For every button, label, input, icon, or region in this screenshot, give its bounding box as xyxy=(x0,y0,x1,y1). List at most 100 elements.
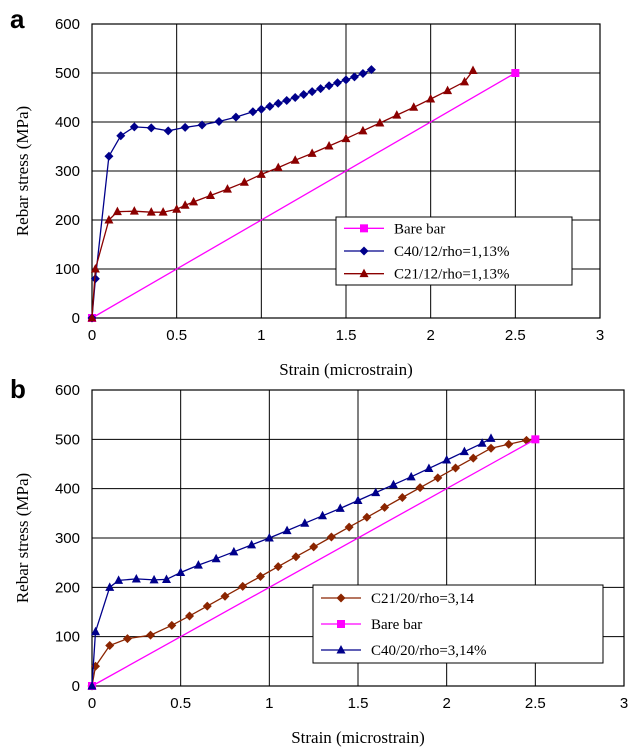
data-point xyxy=(105,641,115,651)
x-tick-label: 0.5 xyxy=(166,327,187,344)
data-point xyxy=(397,493,407,503)
data-point xyxy=(167,620,177,630)
data-point xyxy=(388,479,398,489)
data-point xyxy=(335,503,345,512)
y-tick-label: 400 xyxy=(55,114,80,131)
data-point xyxy=(358,125,368,135)
data-point xyxy=(185,611,195,621)
data-point xyxy=(116,131,126,141)
data-point xyxy=(344,522,354,532)
data-point xyxy=(424,463,434,472)
y-tick-label: 300 xyxy=(55,530,80,547)
y-tick-label: 200 xyxy=(55,212,80,229)
data-point xyxy=(256,169,266,178)
data-point xyxy=(129,206,139,215)
y-tick-label: 400 xyxy=(55,481,80,498)
data-point xyxy=(202,601,212,611)
data-point xyxy=(477,438,487,447)
x-tick-label: 2 xyxy=(426,327,434,344)
x-tick-label: 0.5 xyxy=(170,695,191,712)
y-tick-label: 100 xyxy=(55,629,80,646)
data-point xyxy=(273,162,283,172)
legend-swatch-marker xyxy=(337,620,345,628)
series-line xyxy=(91,438,536,687)
data-point xyxy=(358,68,368,78)
data-point xyxy=(104,151,114,161)
data-point xyxy=(231,112,241,122)
data-point xyxy=(442,455,452,464)
plot-frame xyxy=(91,389,625,687)
y-tick-label: 100 xyxy=(55,261,80,278)
data-point xyxy=(341,75,351,85)
data-point xyxy=(206,190,216,199)
data-point xyxy=(486,433,496,442)
data-point xyxy=(282,525,292,535)
data-point xyxy=(460,76,470,86)
legend-swatch-marker xyxy=(359,246,369,256)
data-point xyxy=(247,539,257,549)
data-point xyxy=(239,177,249,186)
data-point xyxy=(324,141,334,150)
series-line xyxy=(91,72,516,319)
data-point xyxy=(264,533,274,542)
data-point xyxy=(146,123,156,133)
data-point xyxy=(211,553,221,563)
y-tick-label: 500 xyxy=(55,65,80,82)
data-point xyxy=(105,582,115,591)
data-point xyxy=(146,630,156,640)
data-point xyxy=(149,574,159,584)
series-1 xyxy=(87,65,376,323)
x-tick-label: 0 xyxy=(88,327,96,344)
data-point xyxy=(375,117,385,127)
data-point xyxy=(229,546,239,556)
data-point xyxy=(406,471,416,481)
data-point xyxy=(129,122,139,132)
data-point xyxy=(273,562,283,572)
data-point xyxy=(290,155,300,164)
data-point xyxy=(443,85,453,95)
data-point xyxy=(333,78,343,88)
x-tick-label: 2.5 xyxy=(505,327,526,344)
data-point xyxy=(255,571,265,581)
data-point xyxy=(504,439,514,449)
data-point xyxy=(273,98,283,108)
y-axis-title: Rebar stress (MPa) xyxy=(13,473,32,603)
data-point xyxy=(256,104,266,114)
data-point xyxy=(146,207,156,216)
y-tick-label: 200 xyxy=(55,579,80,596)
data-point xyxy=(326,532,336,542)
x-tick-label: 1.5 xyxy=(348,695,369,712)
panel-label: b xyxy=(10,374,26,404)
data-point xyxy=(468,453,478,463)
series-line xyxy=(91,69,372,319)
data-point xyxy=(265,101,275,111)
data-point xyxy=(87,313,97,322)
legend-swatch-marker xyxy=(336,593,346,603)
data-point xyxy=(189,196,199,206)
data-point xyxy=(426,93,436,103)
x-tick-label: 1 xyxy=(257,327,265,344)
data-point xyxy=(131,573,141,583)
data-point xyxy=(451,463,461,473)
x-tick-label: 2.5 xyxy=(525,695,546,712)
data-point xyxy=(309,542,319,552)
y-tick-label: 600 xyxy=(55,382,80,399)
legend-swatch-marker xyxy=(360,224,368,233)
y-tick-label: 300 xyxy=(55,163,80,180)
data-point xyxy=(349,72,359,82)
chart-panel-b: b 0 0.5 1 1.5 2 2.5 3 0 100 200 300 400 500 600 Strain … xyxy=(10,374,628,747)
y-tick-label: 0 xyxy=(72,310,80,327)
data-point xyxy=(486,443,496,453)
data-point xyxy=(307,87,317,97)
legend-entry: C40/20/rho=3,14% xyxy=(371,643,487,659)
data-point xyxy=(290,93,300,102)
x-tick-label: 0 xyxy=(88,695,96,712)
x-tick-label: 1 xyxy=(265,695,273,712)
panel-label: a xyxy=(10,4,25,34)
data-point xyxy=(161,574,171,583)
data-point xyxy=(172,204,182,213)
legend: C21/20/rho=3,14 Bare bar C40/20/rho=3,14% xyxy=(312,584,604,664)
data-point xyxy=(90,274,100,284)
x-tick-label: 1.5 xyxy=(336,327,357,344)
